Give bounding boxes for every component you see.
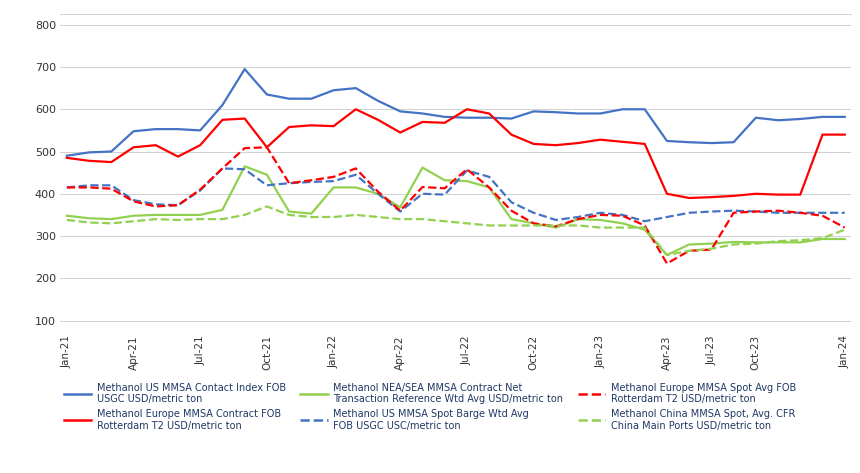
Legend: Methanol US MMSA Contact Index FOB
USGC USD/metric ton, Methanol Europe MMSA Con: Methanol US MMSA Contact Index FOB USGC …	[58, 378, 802, 436]
